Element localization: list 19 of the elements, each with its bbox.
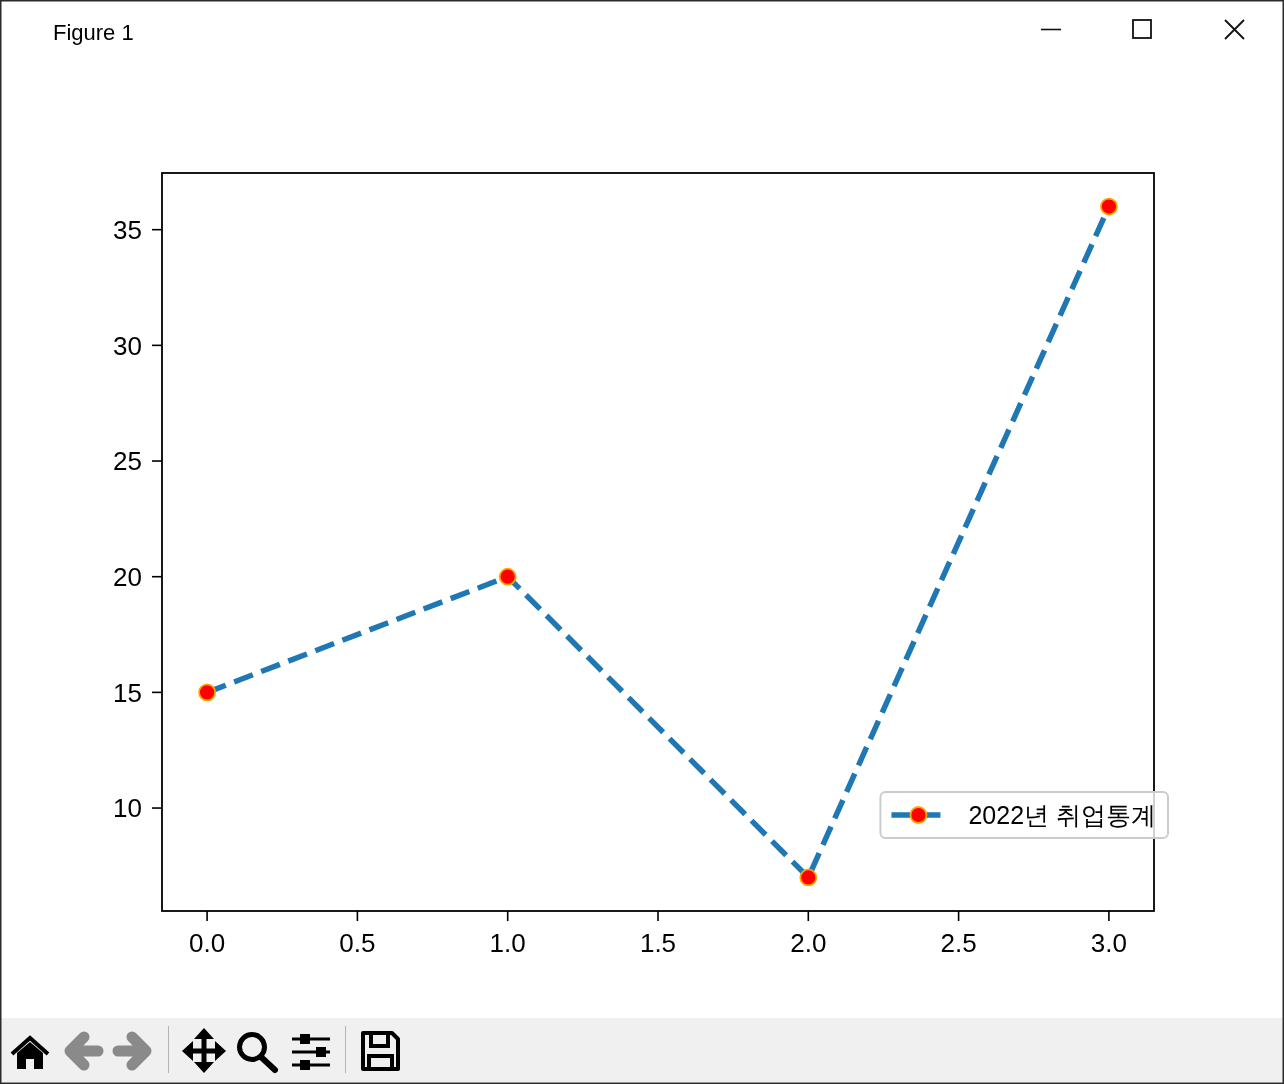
legend-label: 2022년 취업통계 [968, 801, 1156, 829]
x-tick-label: 3.0 [1090, 928, 1127, 958]
y-tick-label: 10 [113, 793, 142, 824]
point [799, 868, 818, 887]
y-tick-label: 30 [113, 330, 142, 361]
y-tick-label: 15 [113, 677, 142, 708]
x-tick-label: 1.0 [489, 928, 526, 958]
y-tick-label: 25 [113, 446, 142, 477]
point [498, 567, 517, 586]
x-tick-label: 2.0 [790, 928, 827, 958]
x-tick-label: 0.5 [339, 928, 376, 958]
caption: Figure 1 [53, 20, 134, 45]
point [1100, 197, 1118, 216]
x-tick-label: 2.5 [940, 928, 977, 958]
point [198, 683, 216, 702]
x-tick-label: 1.5 [639, 928, 677, 958]
x-tick-label: 0.0 [189, 928, 226, 958]
y-tick-label: 20 [113, 562, 142, 593]
y-tick-label: 35 [113, 215, 142, 246]
